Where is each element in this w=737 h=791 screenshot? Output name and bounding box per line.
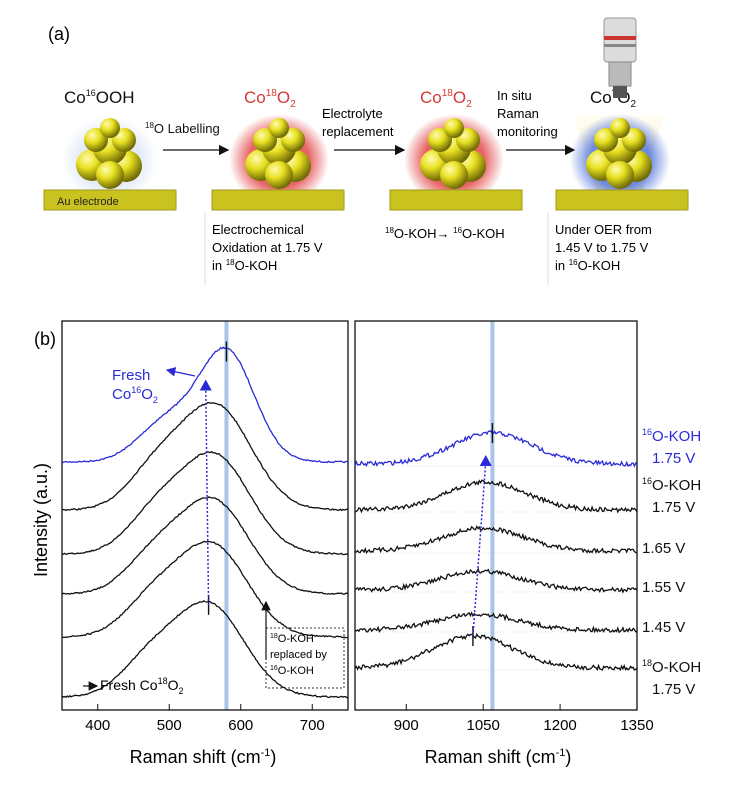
arrow3-label-line1: In situ xyxy=(497,88,532,103)
panel-b-label: (b) xyxy=(34,329,56,349)
right-x-axis-label: Raman shift (cm-1) xyxy=(425,747,572,767)
caption1-line2: Oxidation at 1.75 V xyxy=(212,240,323,255)
shift-trend-line xyxy=(204,386,210,605)
x-tick-label: 1350 xyxy=(620,717,653,734)
series-label: 1.65 V xyxy=(642,540,685,557)
series-line xyxy=(61,402,349,512)
series-line xyxy=(354,632,638,672)
caption3-line3: in 16O-KOH xyxy=(555,258,620,273)
x-tick-label: 500 xyxy=(157,717,182,734)
series-line xyxy=(354,611,638,634)
stage3-title: Co18O2 xyxy=(420,88,472,110)
y-axis-label: Intensity (a.u.) xyxy=(31,463,51,577)
caption3-line1: Under OER from xyxy=(555,222,652,237)
series-label: 1.55 V xyxy=(642,579,685,596)
shift-arrow-head xyxy=(199,379,212,391)
series-label-voltage: 1.75 V xyxy=(652,499,695,516)
left-plot xyxy=(61,320,349,711)
stage3-particle xyxy=(404,114,504,206)
arrow1-label: 18O Labelling xyxy=(145,121,220,136)
series-line xyxy=(354,430,638,468)
stage1-particle xyxy=(62,116,158,204)
right-plot xyxy=(354,320,638,711)
fresh-co18o2-label: Fresh Co18O2 xyxy=(100,676,184,696)
series-line xyxy=(62,450,349,556)
box-line1: 18O-KOH xyxy=(270,633,314,645)
stage4-particle xyxy=(570,114,670,206)
series-label: 16O-KOH xyxy=(642,476,701,494)
arrow2-label-line1: Electrolyte xyxy=(322,106,383,121)
series-label-voltage: 1.75 V xyxy=(652,681,695,698)
caption1-line3: in 18O-KOH xyxy=(212,258,277,273)
series-label: 18O-KOH xyxy=(642,658,701,676)
box-line2: replaced by xyxy=(270,649,327,661)
right-ref-line xyxy=(490,321,495,710)
right-plot-frame xyxy=(354,320,638,711)
au-electrode xyxy=(43,189,177,211)
stage2-particle xyxy=(229,114,329,206)
series-line xyxy=(61,540,349,639)
left-ref-line xyxy=(224,321,229,710)
caption2: 18O-KOH→ 16O-KOH xyxy=(385,226,505,241)
series-label: 16O-KOH xyxy=(642,427,701,445)
series-label-voltage: 1.75 V xyxy=(652,450,695,467)
series-line xyxy=(61,346,349,464)
caption1-line1: Electrochemical xyxy=(212,222,304,237)
series-line xyxy=(354,524,638,555)
left-x-axis-label: Raman shift (cm-1) xyxy=(130,747,277,767)
fresh-co16o2-label-1: Fresh xyxy=(112,367,150,384)
arrow2-label-line2: replacement xyxy=(322,124,394,139)
electrode-label: Au electrode xyxy=(57,196,119,208)
x-tick-label: 900 xyxy=(394,717,419,734)
series-line xyxy=(61,496,349,596)
x-tick-label: 1050 xyxy=(466,717,499,734)
arrow3-label-line3: monitoring xyxy=(497,124,558,139)
electrode-4 xyxy=(555,189,689,211)
x-tick-label: 1200 xyxy=(543,717,576,734)
x-tick-label: 700 xyxy=(300,717,325,734)
series-labels: 16O-KOH 1.75 V 16O-KOH 1.75 V 1.65 V 1.55 V 1.… xyxy=(642,427,701,698)
series-line xyxy=(61,599,349,699)
fresh-arrow xyxy=(165,367,196,377)
left-plot-frame xyxy=(61,320,349,711)
series-line xyxy=(354,567,638,594)
arrow3-label-line2: Raman xyxy=(497,106,539,121)
fresh-co16o2-label-2: Co16O2 xyxy=(112,385,158,405)
series-label: 1.45 V xyxy=(642,619,685,636)
electrode-3 xyxy=(389,189,523,211)
panel-a-label: (a) xyxy=(48,24,70,44)
stage1-title: Co16OOH xyxy=(64,88,134,107)
x-tick-label: 400 xyxy=(85,717,110,734)
box-line3: 16O-KOH xyxy=(270,665,314,677)
series-line xyxy=(354,479,638,514)
caption3-line2: 1.45 V to 1.75 V xyxy=(555,240,649,255)
shift-trend-line xyxy=(472,461,487,637)
x-tick-label: 600 xyxy=(228,717,253,734)
electrode-2 xyxy=(211,189,345,211)
shift-arrow-head xyxy=(479,455,492,466)
stage2-title: Co18O2 xyxy=(244,88,296,110)
